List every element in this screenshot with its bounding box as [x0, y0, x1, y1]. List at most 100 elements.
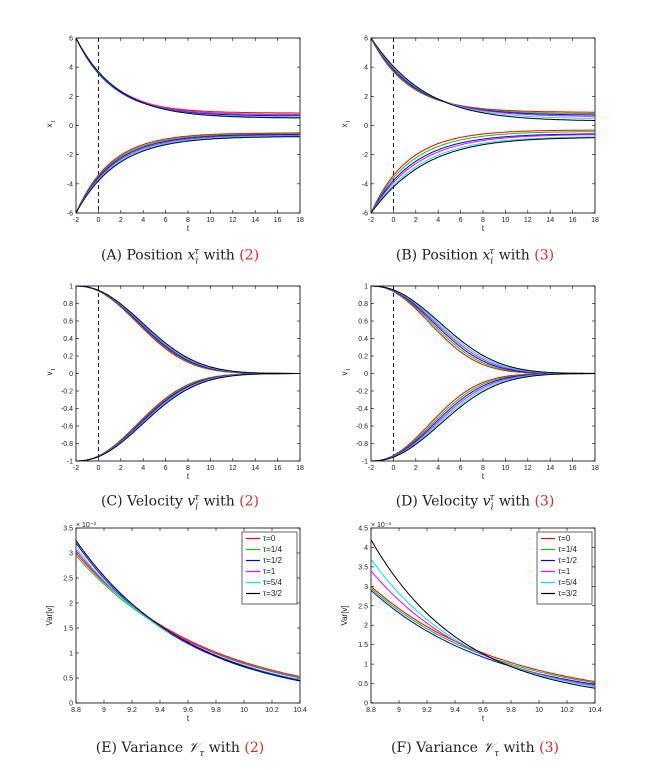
- caption-with: with: [208, 740, 240, 756]
- caption-sub: i: [195, 502, 199, 513]
- x-axis-label: t: [187, 714, 190, 723]
- plot-area: 8.8 9 9.2 9.4 9.6 9.8 10 10.2 10.4 0 0.5 1 1.5 2 2.5 3 3…: [45, 522, 307, 723]
- x-tick-label: 14: [251, 217, 259, 224]
- chart-e-svg: 8.8 9 9.2 9.4 9.6 9.8 10 10.2 10.4 0 0.5 1 1.5 2 2.5 3 3…: [45, 522, 307, 723]
- chart-b-svg: -2 0 2 4 6 8 10 12 14 16 18 -6 -4 -2 0 2 4 6 t xi: [340, 36, 599, 234]
- legend-entry: τ=1: [558, 567, 571, 576]
- caption-sup: τ: [489, 493, 495, 503]
- x-tick-label: 12: [524, 217, 532, 224]
- y-tick-label: -1: [67, 459, 73, 466]
- legend-entry: τ=0: [558, 534, 571, 543]
- y-tick-label: 3.5: [358, 564, 368, 571]
- y-tick-label: 2.5: [63, 576, 73, 583]
- y-tick-label: -6: [362, 211, 368, 218]
- legend-box: [241, 531, 298, 605]
- x-tick-label: 8: [186, 217, 190, 224]
- x-tick-label: 2: [119, 217, 123, 224]
- y-tick-label: 0.4: [63, 336, 73, 343]
- x-tick-label: 6: [164, 217, 168, 224]
- chart-panel-d: -2 0 2 4 6 8 10 12 14 16 18 -1 -0.8 -0.6 -0.4 -0.2 0 0.2 0…: [335, 278, 615, 482]
- x-tick-label: 12: [229, 217, 237, 224]
- caption-sup: τ: [194, 247, 200, 257]
- caption-ref-link[interactable]: (3): [534, 493, 555, 510]
- caption-c: (C) Velocity viτ with (2): [30, 493, 330, 512]
- x-tick-label: 9.6: [183, 707, 193, 714]
- legend: τ=0 τ=1/4 τ=1/2 τ=1 τ=5/4 τ=3/2: [536, 531, 593, 605]
- x-tick-label: 9.2: [422, 707, 432, 714]
- x-tick-label: 14: [546, 465, 554, 472]
- series-line-lower: [75, 135, 301, 214]
- x-tick-label: 6: [164, 465, 168, 472]
- caption-text: Velocity: [127, 493, 183, 510]
- legend-entry: τ=1/2: [558, 556, 578, 565]
- y-tick-label: 0: [364, 701, 368, 708]
- x-axis-label: t: [187, 224, 190, 233]
- x-tick-label: 0: [96, 217, 100, 224]
- caption-label: (F): [391, 740, 412, 756]
- y-tick-label: -4: [362, 181, 368, 188]
- x-tick-label: 9.8: [506, 707, 516, 714]
- series-line-upper: [75, 37, 300, 117]
- y-tick-label: 1: [69, 651, 73, 658]
- caption-with: with: [203, 493, 235, 510]
- series-line-lower: [370, 134, 595, 214]
- y-tick-label: 0.6: [63, 319, 73, 326]
- x-tick-label: 14: [546, 217, 554, 224]
- plot-area: -2 0 2 4 6 8 10 12 14 16 18 -1 -0.8 -0.6 -0.4 -0.2 0 0.2 0…: [340, 284, 599, 482]
- x-tick-label: 18: [591, 217, 599, 224]
- caption-ref-link[interactable]: (3): [539, 740, 559, 756]
- series-line: [75, 540, 301, 681]
- caption-ref-link[interactable]: (2): [239, 247, 260, 264]
- y-axis-label: x: [45, 124, 54, 128]
- y-axis-exponent: × 10⁻³: [371, 522, 392, 529]
- x-tick-label: 10.4: [588, 707, 602, 714]
- y-tick-label: 3: [364, 584, 368, 591]
- x-tick-label: 14: [251, 465, 259, 472]
- x-tick-label: 10: [207, 217, 215, 224]
- y-axis-label: x: [340, 124, 349, 128]
- y-tick-label: 1: [364, 662, 368, 669]
- caption-d: (D) Velocity viτ with (3): [325, 493, 625, 512]
- series-line-lower: [370, 131, 595, 214]
- y-axis-exponent: × 10⁻³: [76, 522, 97, 529]
- chart-panel-f: 8.8 9 9.2 9.4 9.6 9.8 10 10.2 10.4 0 0.5 1 1.5 2 2.5 3 3…: [335, 520, 615, 723]
- caption-sub: i: [490, 256, 494, 267]
- series-line-lower: [76, 373, 300, 462]
- y-tick-label: -1: [362, 459, 368, 466]
- x-tick-label: 0: [96, 465, 100, 472]
- y-tick-label: 3: [69, 551, 73, 558]
- caption-ref-link[interactable]: (2): [244, 740, 265, 756]
- caption-sub: τ: [494, 748, 500, 759]
- series-line: [370, 589, 596, 685]
- caption-ref-link[interactable]: (2): [239, 493, 260, 510]
- x-tick-label: 9.4: [450, 707, 460, 714]
- series-line-lower: [370, 133, 595, 214]
- x-tick-label: -2: [73, 217, 79, 224]
- y-tick-label: -4: [67, 181, 73, 188]
- y-tick-label: -0.4: [61, 406, 73, 413]
- caption-label: (A): [100, 247, 122, 264]
- x-tick-label: 16: [274, 465, 282, 472]
- x-axis-label: t: [482, 714, 485, 723]
- y-tick-label: -2: [362, 152, 368, 159]
- series-line-lower: [75, 132, 300, 214]
- y-axis-label-sub: i: [50, 368, 57, 370]
- x-tick-label: 6: [459, 465, 463, 472]
- plot-area: 8.8 9 9.2 9.4 9.6 9.8 10 10.2 10.4 0 0.5 1 1.5 2 2.5 3 3…: [340, 522, 602, 723]
- series-line-lower: [75, 133, 300, 214]
- x-tick-label: 2: [414, 217, 418, 224]
- y-tick-label: -0.8: [356, 441, 368, 448]
- caption-symbol: 𝒱: [187, 740, 200, 756]
- x-tick-label: 9: [397, 707, 401, 714]
- y-tick-label: -0.2: [61, 389, 73, 396]
- series-line-upper: [76, 285, 300, 374]
- caption-ref-link[interactable]: (3): [534, 247, 555, 264]
- legend-entry: τ=1/4: [558, 545, 578, 554]
- y-tick-label: 1: [364, 284, 368, 291]
- y-axis-label: Var[v]: [340, 605, 349, 625]
- chart-f-svg: 8.8 9 9.2 9.4 9.6 9.8 10 10.2 10.4 0 0.5 1 1.5 2 2.5 3 3…: [340, 522, 602, 723]
- caption-text: Variance: [121, 740, 184, 756]
- x-tick-label: -2: [368, 465, 374, 472]
- series-line-lower: [370, 136, 596, 214]
- legend-entry: τ=3/2: [558, 589, 578, 598]
